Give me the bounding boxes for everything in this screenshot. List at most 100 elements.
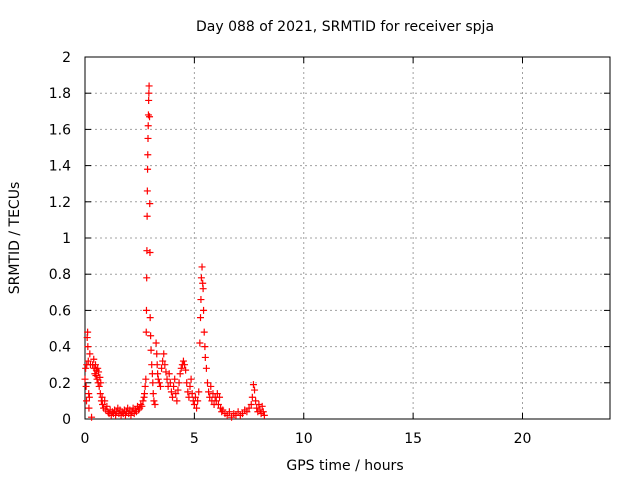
data-point	[170, 382, 178, 390]
y-tick-label: 1.8	[49, 86, 71, 102]
data-point	[99, 401, 106, 409]
data-point	[153, 350, 161, 358]
data-point	[141, 390, 148, 398]
data-point	[218, 408, 226, 416]
data-point	[165, 370, 173, 378]
data-point	[97, 379, 105, 387]
data-point	[86, 350, 94, 358]
data-point	[207, 382, 215, 390]
data-point	[159, 357, 167, 365]
data-point	[196, 339, 204, 347]
data-point	[81, 375, 89, 383]
data-point	[161, 361, 169, 369]
data-point	[143, 212, 151, 220]
data-point	[201, 353, 209, 361]
data-point	[205, 388, 213, 396]
data-point	[145, 89, 153, 97]
data-point	[188, 390, 196, 398]
data-point	[146, 200, 154, 208]
data-point	[258, 402, 266, 410]
data-point	[98, 393, 106, 401]
y-tick-label: 0	[62, 412, 71, 428]
data-point	[239, 410, 246, 418]
data-point	[197, 314, 204, 322]
data-point	[213, 390, 221, 398]
data-point	[167, 388, 175, 396]
data-point	[146, 314, 154, 322]
data-point	[82, 382, 90, 390]
data-point	[84, 343, 92, 351]
y-tick-label: 0.4	[49, 340, 71, 356]
data-point	[247, 401, 255, 409]
data-point	[219, 406, 227, 414]
data-point	[173, 397, 181, 405]
data-point	[151, 401, 159, 409]
data-point	[85, 404, 93, 412]
data-point	[88, 413, 96, 421]
data-point	[144, 151, 152, 159]
data-point	[248, 393, 256, 401]
data-point	[191, 393, 199, 401]
data-point	[194, 397, 202, 405]
data-point	[185, 393, 193, 401]
data-point	[92, 361, 99, 369]
data-point	[90, 355, 98, 363]
data-point	[202, 364, 210, 372]
data-point	[163, 375, 171, 383]
data-point	[181, 361, 189, 369]
data-point	[176, 370, 184, 378]
data-point	[96, 390, 104, 398]
data-point	[179, 357, 187, 365]
data-point	[177, 364, 185, 372]
data-point	[252, 397, 260, 405]
data-point	[83, 397, 91, 405]
data-point	[214, 401, 222, 409]
data-point	[199, 285, 207, 293]
data-point	[195, 388, 203, 396]
data-point	[152, 339, 160, 347]
y-axis: 0 0.2 0.4 0.6 0.8 1 1.2 1.4 1.6 1.8 2	[49, 50, 610, 428]
data-point	[82, 364, 90, 372]
x-tick-label: 5	[190, 431, 199, 447]
data-point	[155, 379, 163, 387]
data-point	[141, 382, 149, 390]
data-point	[249, 381, 257, 389]
x-tick-label: 15	[404, 431, 422, 447]
data-point	[251, 386, 259, 394]
data-point	[171, 375, 179, 383]
chart-title: Day 088 of 2021, SRMTID for receiver spj…	[196, 19, 494, 35]
y-axis-label: SRMTID / TECUs	[7, 182, 23, 295]
y-tick-label: 1.2	[49, 195, 71, 211]
y-tick-label: 2	[62, 50, 71, 66]
y-tick-label: 1	[62, 231, 71, 247]
data-point	[142, 375, 150, 383]
data-point	[183, 379, 191, 387]
data-point	[174, 386, 182, 394]
data-point	[143, 274, 151, 282]
data-point	[198, 263, 206, 271]
data-point	[193, 404, 201, 412]
x-axis-label: GPS time / hours	[286, 458, 403, 474]
data-point	[85, 390, 93, 398]
data-point	[175, 379, 183, 387]
data-point	[200, 306, 208, 314]
data-point	[228, 413, 236, 421]
data-point	[260, 411, 268, 419]
data-point	[153, 361, 161, 369]
data-point	[200, 328, 208, 336]
data-point	[187, 375, 195, 383]
data-point	[149, 390, 157, 398]
data-point	[146, 113, 154, 121]
data-point	[96, 373, 104, 381]
data-point	[145, 82, 153, 90]
data-point	[149, 379, 157, 387]
y-tick-label: 0.8	[49, 267, 71, 283]
data-point	[142, 306, 150, 314]
data-point	[146, 248, 154, 256]
data-point	[201, 343, 209, 351]
data-point	[84, 357, 92, 365]
data-point	[147, 332, 155, 340]
data-point	[144, 165, 152, 173]
data-point	[190, 401, 198, 409]
